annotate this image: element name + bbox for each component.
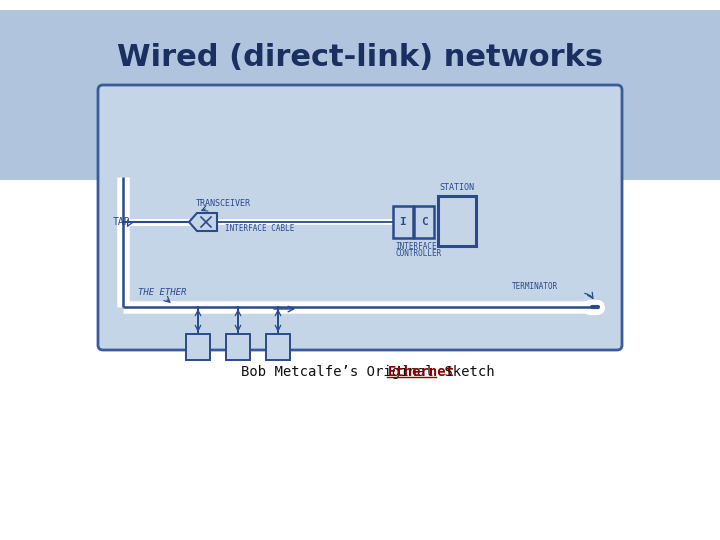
FancyBboxPatch shape — [393, 206, 413, 238]
Text: THE ETHER: THE ETHER — [138, 288, 186, 297]
Text: STATION: STATION — [439, 183, 474, 192]
Bar — [0, 10, 720, 180]
FancyBboxPatch shape — [98, 85, 622, 350]
Text: TAP: TAP — [113, 217, 130, 227]
Text: TRANSCEIVER: TRANSCEIVER — [196, 199, 251, 208]
Text: Ethernet: Ethernet — [387, 365, 454, 379]
Text: INTERFACE CABLE: INTERFACE CABLE — [225, 224, 294, 233]
Text: TERMINATOR: TERMINATOR — [512, 282, 558, 291]
Text: Bob Metcalfe’s Original: Bob Metcalfe’s Original — [241, 365, 442, 379]
Text: Wired (direct-link) networks: Wired (direct-link) networks — [117, 43, 603, 72]
Text: Example: IEEE 802.3 Standard: Example: IEEE 802.3 Standard — [124, 115, 596, 143]
Text: INTERFACE: INTERFACE — [395, 242, 436, 251]
Text: C: C — [420, 217, 428, 227]
FancyBboxPatch shape — [186, 334, 210, 360]
Text: CONTROLLER: CONTROLLER — [395, 249, 441, 258]
Text: I: I — [400, 217, 406, 227]
Text: Sketch: Sketch — [436, 365, 495, 379]
Polygon shape — [189, 213, 217, 231]
FancyBboxPatch shape — [438, 196, 476, 246]
FancyBboxPatch shape — [266, 334, 290, 360]
FancyBboxPatch shape — [414, 206, 434, 238]
FancyBboxPatch shape — [226, 334, 250, 360]
